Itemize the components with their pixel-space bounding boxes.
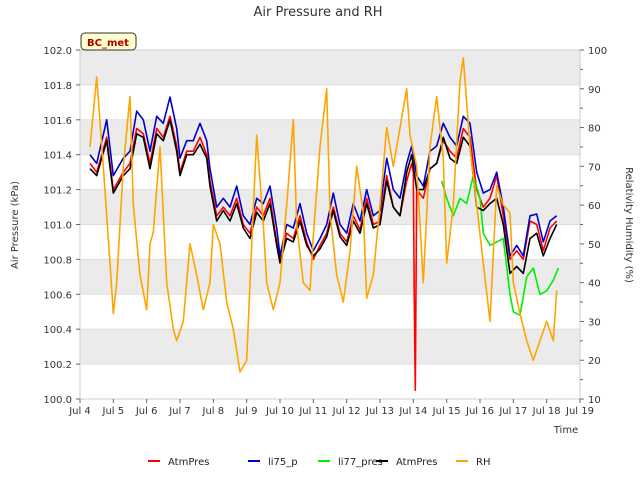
y2-axis-ticks: 10 20 30 40 50 60 70 80 90 100 xyxy=(580,46,607,406)
x-tick-label: Jul 6 xyxy=(135,406,158,417)
y2-tick-label: 70 xyxy=(588,162,601,173)
x-axis-label: Time xyxy=(553,425,578,436)
x-tick-label: Jul 12 xyxy=(332,406,361,417)
x-tick-label: Jul 16 xyxy=(465,406,494,417)
y-tick-label: 101.4 xyxy=(43,151,72,162)
site-label-box: BC_met xyxy=(80,32,137,51)
series-line-atmpres-3 xyxy=(89,119,558,275)
y2-tick-label: 80 xyxy=(588,124,601,135)
legend-label: AtmPres xyxy=(396,457,437,468)
x-tick-label: Jul 10 xyxy=(265,406,294,417)
y-tick-label: 100.4 xyxy=(43,325,72,336)
y-tick-label: 101.8 xyxy=(43,81,72,92)
y-tick-label: 100.0 xyxy=(43,395,72,406)
series-lines xyxy=(89,56,560,392)
legend: AtmPres li75_p li77_pres AtmPres RH xyxy=(148,457,490,468)
x-tick-label: Jul 18 xyxy=(532,406,561,417)
series-line-rh-4 xyxy=(89,56,558,373)
y2-axis-label: Relativity Humidity (%) xyxy=(623,167,634,283)
x-tick-label: Jul 13 xyxy=(365,406,394,417)
x-tick-label: Jul 8 xyxy=(202,406,225,417)
x-tick-label: Jul 17 xyxy=(498,406,527,417)
grid-band xyxy=(80,329,580,365)
x-tick-label: Jul 5 xyxy=(102,406,125,417)
y-tick-label: 100.2 xyxy=(43,360,72,371)
y2-tick-label: 60 xyxy=(588,201,601,212)
background-bands xyxy=(80,50,580,365)
y-axis-ticks: 100.0 100.2 100.4 100.6 100.8 101.0 101.2 101.4… xyxy=(43,46,80,406)
legend-label: li77_pres xyxy=(338,457,383,468)
y2-tick-label: 100 xyxy=(588,46,607,57)
x-tick-label: Jul 4 xyxy=(68,406,91,417)
x-tick-label: Jul 7 xyxy=(168,406,191,417)
y-axis-label: Air Pressure (kPa) xyxy=(10,181,21,269)
x-tick-label: Jul 14 xyxy=(398,406,427,417)
x-tick-label: Jul 15 xyxy=(432,406,461,417)
legend-label: AtmPres xyxy=(168,457,209,468)
y-tick-label: 101.0 xyxy=(43,221,72,232)
y2-tick-label: 90 xyxy=(588,85,601,96)
y-tick-label: 101.6 xyxy=(43,116,72,127)
chart-title: Air Pressure and RH xyxy=(253,5,382,20)
x-tick-label: Jul 19 xyxy=(565,406,594,417)
legend-label: RH xyxy=(476,457,490,468)
site-label: BC_met xyxy=(87,38,129,49)
series-line-li77_pres-2 xyxy=(440,174,560,317)
y-tick-label: 101.2 xyxy=(43,186,72,197)
x-tick-label: Jul 11 xyxy=(298,406,327,417)
y2-tick-label: 30 xyxy=(588,317,601,328)
grid-band xyxy=(80,259,580,295)
x-tick-label: Jul 9 xyxy=(235,406,258,417)
series-line-li75_p-1 xyxy=(89,96,558,257)
grid-band xyxy=(80,50,580,85)
y-tick-label: 102.0 xyxy=(43,46,72,57)
y-tick-label: 100.6 xyxy=(43,290,72,301)
legend-label: li75_p xyxy=(268,457,298,468)
site-label-background xyxy=(80,32,137,51)
x-axis-ticks: Jul 4 Jul 5 Jul 6 Jul 7 Jul 8 Jul 9 Jul 10 Jul … xyxy=(68,399,594,417)
y2-tick-label: 20 xyxy=(588,356,601,367)
y2-tick-label: 50 xyxy=(588,240,601,251)
y2-tick-label: 40 xyxy=(588,279,601,290)
y-tick-label: 100.8 xyxy=(43,255,72,266)
y2-tick-label: 10 xyxy=(588,395,601,406)
